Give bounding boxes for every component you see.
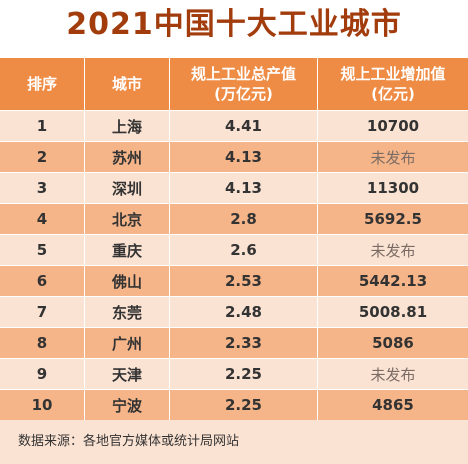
data-source-note: 数据来源：各地官方媒体或统计局网站	[0, 420, 468, 464]
header-output: 规上工业总产值 (万亿元)	[170, 58, 318, 110]
city-cell: 东莞	[85, 297, 170, 327]
header-city: 城市	[85, 58, 170, 110]
table-row: 9 天津 2.25 未发布	[0, 359, 468, 390]
ranking-table: 排序 城市 规上工业总产值 (万亿元) 规上工业增加值 (亿元) 1 上海 4.…	[0, 58, 468, 421]
city-cell: 苏州	[85, 142, 170, 172]
city-cell: 重庆	[85, 235, 170, 265]
added-value-cell: 5008.81	[358, 303, 428, 321]
header-added-label: 规上工业增加值	[340, 65, 446, 83]
table-row: 3 深圳 4.13 11300	[0, 173, 468, 204]
added-value-cell: 10700	[366, 117, 420, 135]
table-row: 8 广州 2.33 5086	[0, 328, 468, 359]
output-cell: 2.25	[170, 390, 318, 420]
rank-cell: 7	[0, 297, 85, 327]
added-value-cell: 5692.5	[364, 210, 422, 228]
city-cell: 上海	[85, 111, 170, 141]
table-row: 4 北京 2.8 5692.5	[0, 204, 468, 235]
rank-cell: 5	[0, 235, 85, 265]
city-cell: 宁波	[85, 390, 170, 420]
header-added-unit: (亿元)	[371, 85, 415, 103]
rank-cell: 8	[0, 328, 85, 358]
output-cell: 2.8	[170, 204, 318, 234]
page-title: 2021中国十大工业城市	[66, 7, 402, 42]
header-output-unit: (万亿元)	[214, 85, 273, 103]
rank-cell: 2	[0, 142, 85, 172]
rank-cell: 4	[0, 204, 85, 234]
output-cell: 2.53	[170, 266, 318, 296]
city-cell: 深圳	[85, 173, 170, 203]
output-cell: 2.6	[170, 235, 318, 265]
header-rank: 排序	[0, 58, 85, 110]
output-cell: 4.41	[170, 111, 318, 141]
rank-cell: 1	[0, 111, 85, 141]
rank-cell: 3	[0, 173, 85, 203]
header-added-value: 规上工业增加值 (亿元)	[318, 58, 468, 110]
table-row: 1 上海 4.41 10700	[0, 111, 468, 142]
output-cell: 2.33	[170, 328, 318, 358]
added-value-cell: 未发布	[370, 241, 416, 260]
table-row: 10 宁波 2.25 4865	[0, 390, 468, 421]
added-value-cell: 5442.13	[358, 272, 428, 290]
table-row: 2 苏州 4.13 未发布	[0, 142, 468, 173]
added-value-cell: 5086	[372, 334, 414, 352]
table-row: 6 佛山 2.53 5442.13	[0, 266, 468, 297]
added-value-cell: 4865	[372, 396, 414, 414]
city-cell: 广州	[85, 328, 170, 358]
city-cell: 北京	[85, 204, 170, 234]
table-row: 5 重庆 2.6 未发布	[0, 235, 468, 266]
output-cell: 2.25	[170, 359, 318, 389]
rank-cell: 9	[0, 359, 85, 389]
city-cell: 佛山	[85, 266, 170, 296]
output-cell: 2.48	[170, 297, 318, 327]
rank-cell: 10	[0, 390, 85, 420]
city-cell: 天津	[85, 359, 170, 389]
output-cell: 4.13	[170, 173, 318, 203]
added-value-cell: 11300	[366, 179, 420, 197]
rank-cell: 6	[0, 266, 85, 296]
added-value-cell: 未发布	[370, 365, 416, 384]
header-output-label: 规上工业总产值	[190, 65, 296, 83]
added-value-cell: 未发布	[370, 148, 416, 167]
table-header: 排序 城市 规上工业总产值 (万亿元) 规上工业增加值 (亿元)	[0, 58, 468, 111]
table-row: 7 东莞 2.48 5008.81	[0, 297, 468, 328]
output-cell: 4.13	[170, 142, 318, 172]
